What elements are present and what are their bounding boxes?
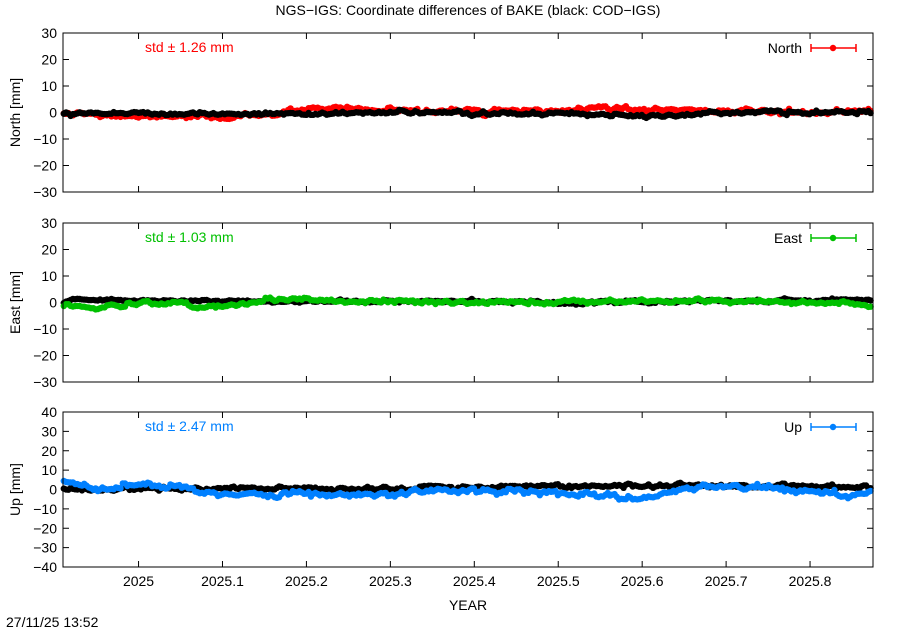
figure-title: NGS−IGS: Coordinate differences of BAKE … — [276, 2, 661, 18]
data-point — [867, 109, 874, 117]
panel-north: −30 −20 −10 0 10 20 30 North [mm] std ± 1.26 mm N… — [7, 25, 874, 200]
panel-up: −40 −30 −20 −10 0 10 20 30 40 2025 2025.1 2025.2 202… — [7, 404, 874, 589]
y-tick-label: 20 — [41, 52, 57, 68]
y-tick-label: 30 — [41, 215, 57, 231]
y-tick-label: 40 — [41, 404, 57, 420]
plot-frame — [62, 222, 874, 383]
series-cod-igs — [60, 106, 874, 122]
y-tick-label: −20 — [33, 348, 57, 364]
y-tick-label: −20 — [33, 158, 57, 174]
x-tick-label: 2025.8 — [789, 573, 832, 589]
plot-frame — [62, 411, 874, 568]
y-tick-label: −40 — [33, 559, 57, 575]
legend-marker — [829, 423, 837, 431]
plot-frame — [62, 32, 874, 193]
x-tick-label: 2025.5 — [537, 573, 580, 589]
y-tick-label: 20 — [41, 242, 57, 258]
y-tick-label: 0 — [49, 105, 57, 121]
legend-label: East — [774, 230, 802, 246]
x-tick-label: 2025.3 — [369, 573, 412, 589]
std-label: std ± 1.03 mm — [145, 229, 234, 245]
std-label: std ± 2.47 mm — [145, 418, 234, 434]
x-axis-label: YEAR — [449, 597, 487, 613]
panel-east: −30 −20 −10 0 10 20 30 East [mm] std ± 1.03 mm Ea… — [7, 215, 874, 390]
y-tick-label: −30 — [33, 374, 57, 390]
chart-panels: −30 −20 −10 0 10 20 30 North [mm] std ± 1.26 mm N… — [7, 25, 874, 589]
data-point — [867, 297, 874, 304]
y-tick-label: −10 — [33, 131, 57, 147]
series-ngs-igs — [60, 294, 874, 313]
y-tick-label: 30 — [41, 25, 57, 41]
y-axis-label: North [mm] — [7, 78, 23, 147]
y-tick-label: 0 — [49, 482, 57, 498]
x-tick-label: 2025 — [123, 573, 154, 589]
y-tick-label: −10 — [33, 501, 57, 517]
series-ngs-igs — [60, 477, 874, 503]
legend-marker — [829, 44, 837, 52]
y-tick-label: −30 — [33, 540, 57, 556]
y-tick-label: −30 — [33, 184, 57, 200]
legend-marker — [829, 234, 837, 242]
y-tick-label: 30 — [41, 423, 57, 439]
data-point — [867, 487, 874, 495]
data-point — [867, 303, 874, 310]
std-label: std ± 1.26 mm — [145, 39, 234, 55]
x-tick-label: 2025.4 — [453, 573, 496, 589]
y-tick-label: 20 — [41, 443, 57, 459]
data-point — [117, 485, 124, 492]
x-tick-label: 2025.7 — [705, 573, 748, 589]
y-axis-label: East [mm] — [7, 271, 23, 334]
timestamp-footer: 27/11/25 13:52 — [6, 614, 99, 630]
y-axis-label: Up [mm] — [7, 463, 23, 516]
y-tick-label: −10 — [33, 321, 57, 337]
y-tick-label: 10 — [41, 462, 57, 478]
legend-label: North — [768, 40, 802, 56]
y-tick-label: 10 — [41, 268, 57, 284]
y-tick-label: 0 — [49, 295, 57, 311]
x-tick-label: 2025.1 — [201, 573, 244, 589]
y-tick-label: −20 — [33, 520, 57, 536]
x-tick-label: 2025.6 — [621, 573, 664, 589]
x-tick-label: 2025.2 — [285, 573, 328, 589]
y-tick-label: 10 — [41, 78, 57, 94]
legend-label: Up — [784, 419, 802, 435]
